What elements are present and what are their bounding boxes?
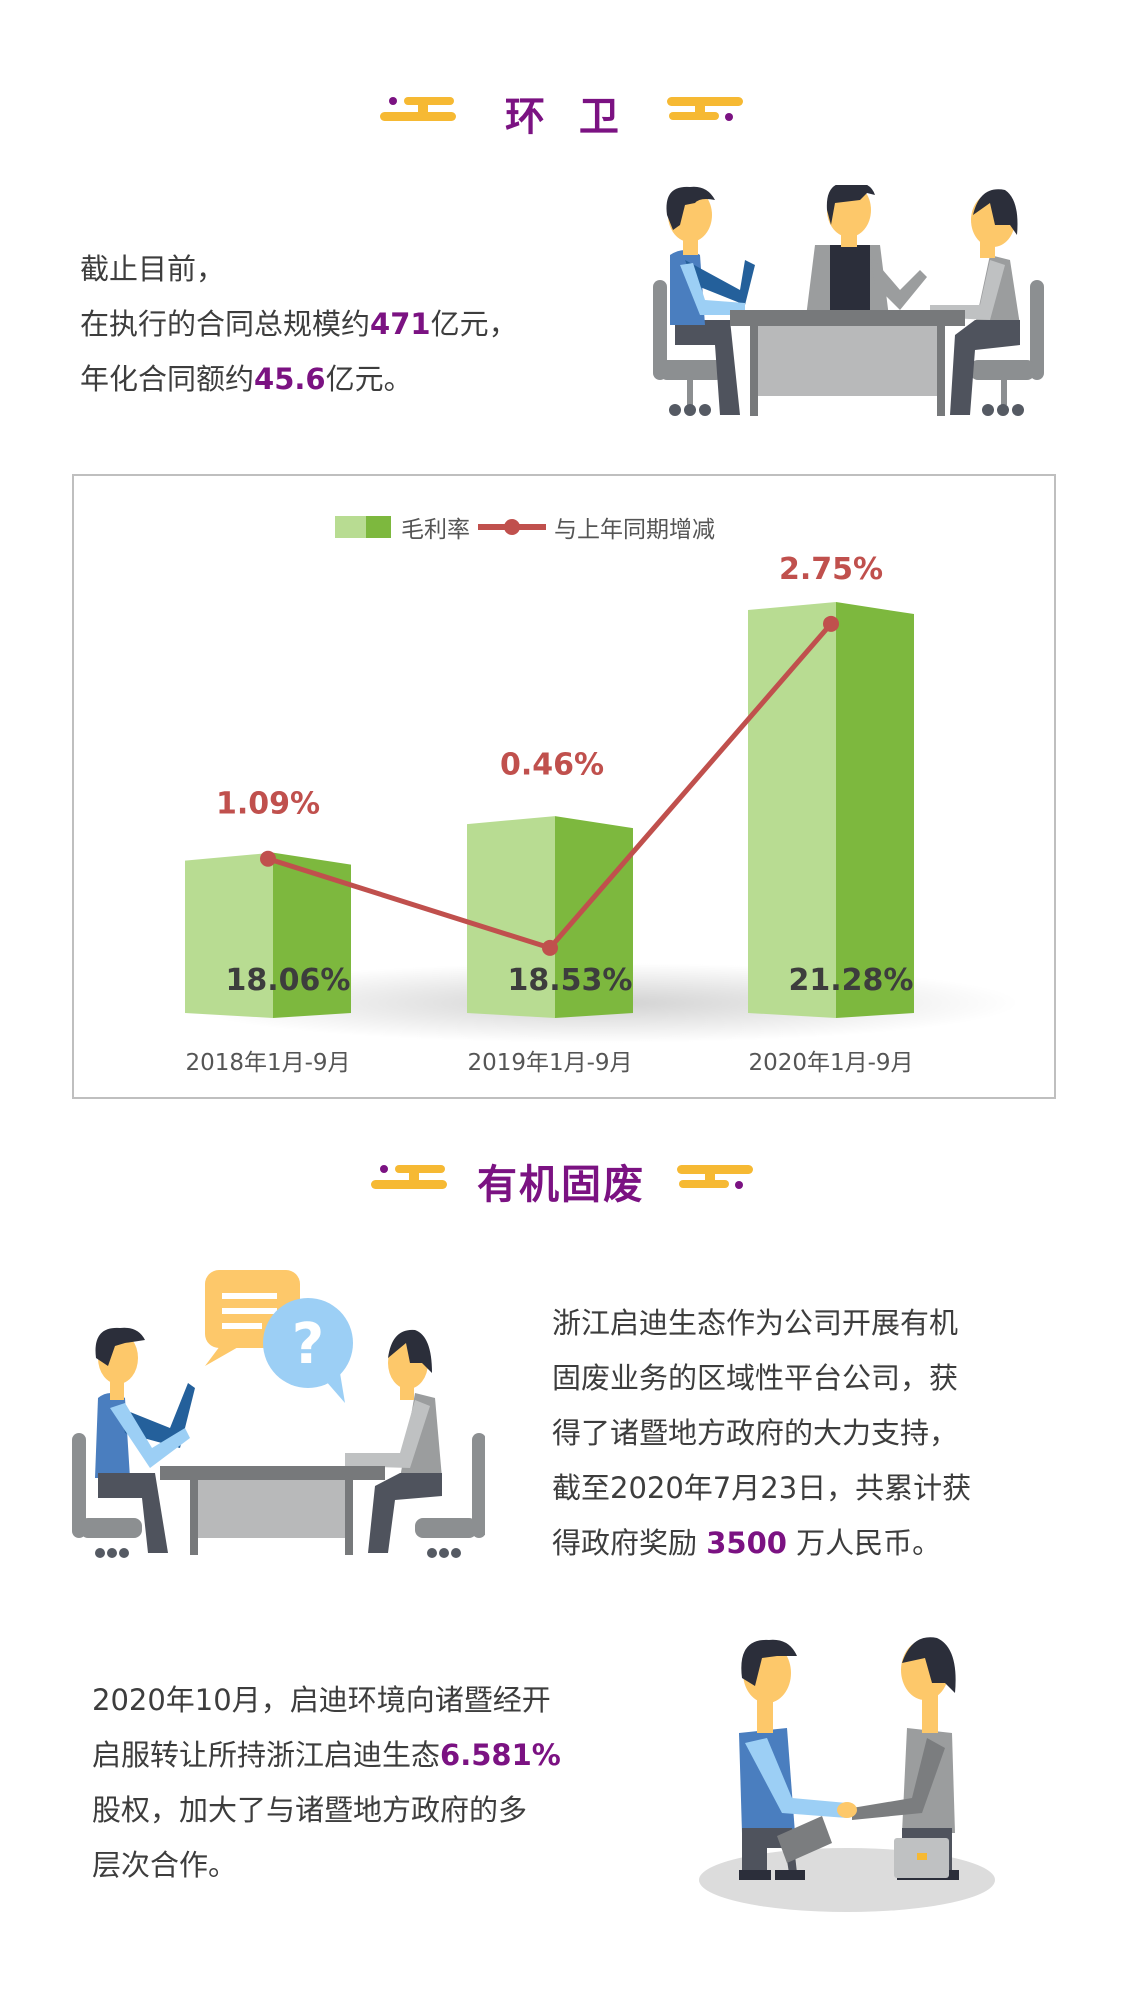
text-line: 得了诸暨地方政府的大力支持， bbox=[552, 1416, 959, 1450]
yoy-change-label: 0.46% bbox=[500, 748, 604, 783]
section-title-sanitation: 环 卫 bbox=[505, 94, 629, 140]
contract-total-value: 471 bbox=[370, 307, 431, 341]
discussion-illustration: ? bbox=[72, 1270, 485, 1558]
text-line: 浙江启迪生态作为公司开展有机 bbox=[552, 1306, 959, 1340]
text: 截止目前， bbox=[80, 252, 226, 286]
ornament-left-icon bbox=[380, 97, 456, 121]
x-axis-tick-label: 2019年1月-9月 bbox=[467, 1050, 632, 1076]
text-line: 启服转让所持浙江启迪生态6.581% bbox=[92, 1728, 561, 1783]
sanitation-summary: 截止目前， 在执行的合同总规模约471亿元， 年化合同额约45.6亿元。 bbox=[80, 242, 518, 407]
yoy-change-point bbox=[260, 850, 276, 867]
legend-bar-swatch bbox=[335, 516, 391, 538]
legend-label-yoy-change: 与上年同期增减 bbox=[554, 517, 715, 543]
legend-label-gross-margin: 毛利率 bbox=[401, 517, 470, 543]
text: 万人民币。 bbox=[786, 1526, 942, 1560]
text-line: 截至2020年7月23日，共累计获 bbox=[552, 1471, 972, 1505]
bar-side bbox=[836, 602, 914, 1018]
bar-front bbox=[748, 602, 836, 1018]
bar-front bbox=[185, 852, 273, 1018]
handshake-illustration bbox=[699, 1637, 995, 1912]
text: 在执行的合同总规模约 bbox=[80, 307, 371, 341]
gross-margin-chart: 18.06% 2018年1月-9月 18.53% 2019年1月-9月 21.28% 20… bbox=[180, 552, 1020, 1076]
yoy-change-point bbox=[823, 615, 839, 632]
text: 亿元， bbox=[430, 307, 518, 341]
section-title-organic-waste: 有机固废 bbox=[477, 1162, 645, 1208]
equity-transfer-text: 2020年10月，启迪环境向诸暨经开 启服转让所持浙江启迪生态6.581% 股权… bbox=[92, 1673, 561, 1893]
x-axis-tick-label: 2018年1月-9月 bbox=[185, 1050, 350, 1076]
equity-percentage: 6.581% bbox=[440, 1738, 561, 1772]
bar-side bbox=[555, 816, 633, 1018]
organic-waste-support-text: 浙江启迪生态作为公司开展有机 固废业务的区域性平台公司，获 得了诸暨地方政府的大… bbox=[552, 1296, 971, 1571]
ornament-left-icon bbox=[371, 1165, 447, 1189]
text-line: 2020年10月，启迪环境向诸暨经开 bbox=[92, 1683, 551, 1717]
ornament-right-icon bbox=[677, 1165, 753, 1189]
bar-value-label: 18.06% bbox=[226, 963, 351, 998]
bar-front bbox=[467, 816, 555, 1018]
bar-value-label: 21.28% bbox=[789, 963, 914, 998]
bar-side bbox=[273, 852, 351, 1018]
text-line: 固废业务的区域性平台公司，获 bbox=[552, 1361, 959, 1395]
yoy-change-label: 1.09% bbox=[216, 787, 320, 822]
chart-legend: 毛利率 与上年同期增减 bbox=[335, 510, 715, 544]
annual-contract-value: 45.6 bbox=[254, 362, 326, 396]
text-line: 股权，加大了与诸暨地方政府的多 bbox=[92, 1793, 528, 1827]
text: 年化合同额约 bbox=[80, 362, 255, 396]
meeting-illustration bbox=[653, 185, 1044, 416]
text-line: 得政府奖励 3500 万人民币。 bbox=[552, 1516, 971, 1571]
bar-value-label: 18.53% bbox=[508, 963, 633, 998]
yoy-change-label: 2.75% bbox=[779, 552, 883, 587]
svg-text:?: ? bbox=[292, 1312, 324, 1377]
text-line: 层次合作。 bbox=[92, 1848, 238, 1882]
text: 亿元。 bbox=[325, 362, 413, 396]
ornament-right-icon bbox=[667, 97, 743, 121]
x-axis-tick-label: 2020年1月-9月 bbox=[748, 1050, 913, 1076]
yoy-change-point bbox=[542, 939, 558, 956]
text-line: 年化合同额约45.6亿元。 bbox=[80, 352, 518, 407]
legend-line-swatch bbox=[478, 519, 546, 535]
text-line: 截止目前， bbox=[80, 242, 518, 297]
chart-frame bbox=[72, 474, 1056, 1099]
text-line: 在执行的合同总规模约471亿元， bbox=[80, 297, 518, 352]
text: 得政府奖励 bbox=[552, 1526, 707, 1560]
government-reward-amount: 3500 bbox=[706, 1526, 787, 1560]
text: 启服转让所持浙江启迪生态 bbox=[92, 1738, 441, 1772]
